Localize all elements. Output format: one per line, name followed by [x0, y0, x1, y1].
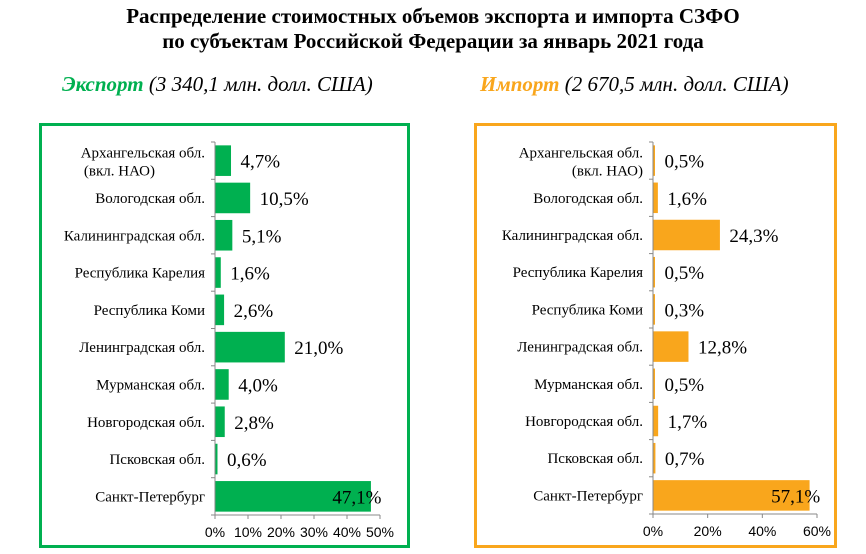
import-data-label: 1,6%: [667, 189, 707, 210]
export-data-label: 2,6%: [234, 301, 274, 322]
import-data-label: 0,3%: [665, 300, 705, 321]
export-data-label: 47,1%: [332, 487, 381, 508]
export-bar: [215, 182, 251, 214]
import-data-label: 1,7%: [668, 412, 708, 433]
import-bar: [653, 182, 658, 214]
export-bar: [215, 406, 225, 438]
export-bar: [215, 219, 233, 251]
export-category-label: Республика Коми: [94, 303, 205, 319]
import-category-label: Вологодская обл.: [533, 191, 643, 207]
export-x-tick-label: 30%: [300, 524, 328, 540]
export-category-label: Новгородская обл.: [87, 415, 205, 431]
export-x-tick-label: 40%: [333, 524, 361, 540]
import-category-label: Санкт-Петербург: [533, 488, 643, 504]
export-word: Экспорт: [62, 72, 144, 96]
export-total: (3 340,1 млн. долл. США): [143, 72, 373, 96]
import-bar: [653, 145, 655, 176]
export-data-label: 4,0%: [238, 375, 278, 396]
import-bar: [653, 294, 655, 325]
export-data-label: 1,6%: [230, 264, 270, 285]
import-bar: [653, 405, 659, 437]
export-panel: [39, 123, 410, 548]
import-category-label: Архангельская обл.: [519, 146, 643, 162]
import-data-label: 12,8%: [698, 338, 747, 359]
import-x-tick-label: 20%: [694, 523, 722, 539]
export-bar: [215, 443, 218, 475]
export-x-tick-label: 50%: [366, 524, 394, 540]
export-category-label: Вологодская обл.: [95, 191, 205, 207]
import-category-label-line2: (вкл. НАО): [572, 164, 643, 180]
export-bar: [215, 369, 229, 400]
import-category-label: Новгородская обл.: [525, 414, 643, 430]
import-category-label: Мурманская обл.: [534, 377, 643, 393]
import-bar: [653, 331, 689, 362]
import-bar: [653, 256, 655, 288]
export-category-label: Санкт-Петербург: [95, 489, 205, 505]
export-category-label: Калининградская обл.: [64, 228, 205, 244]
export-data-label: 5,1%: [242, 226, 282, 247]
export-category-label: Архангельская обл.: [81, 146, 205, 162]
import-data-label: 0,7%: [665, 449, 705, 470]
import-bar: [653, 480, 810, 511]
export-subtitle: Экспорт (3 340,1 млн. долл. США): [62, 72, 373, 97]
import-category-label: Республика Коми: [532, 302, 643, 318]
import-bar: [653, 442, 656, 474]
import-bar: [653, 368, 655, 400]
import-x-tick-label: 60%: [803, 523, 831, 539]
import-data-label: 0,5%: [665, 263, 705, 284]
export-data-label: 0,6%: [227, 450, 267, 471]
export-bar: [215, 257, 221, 288]
export-bar: [215, 294, 225, 326]
import-category-label: Калининградская обл.: [502, 228, 643, 244]
import-category-label: Республика Карелия: [513, 265, 644, 281]
export-data-label: 10,5%: [260, 189, 309, 210]
import-category-label: Ленинградская обл.: [517, 340, 643, 356]
chart-title-line1: Распределение стоимостных объемов экспор…: [126, 4, 740, 28]
export-data-label: 21,0%: [294, 338, 343, 359]
chart-title-line2: по субъектам Российской Федерации за янв…: [162, 29, 704, 53]
export-x-tick-label: 20%: [267, 524, 295, 540]
import-data-label: 57,1%: [771, 486, 820, 507]
export-x-tick-label: 10%: [234, 524, 262, 540]
import-data-label: 0,5%: [665, 152, 705, 173]
export-x-tick-label: 0%: [205, 524, 225, 540]
export-data-label: 2,8%: [234, 413, 274, 434]
export-category-label: Мурманская обл.: [96, 377, 205, 393]
export-data-label: 4,7%: [241, 152, 281, 173]
import-data-label: 0,5%: [665, 375, 705, 396]
export-bar: [215, 481, 371, 512]
export-category-label-line2: (вкл. НАО): [84, 164, 155, 180]
import-category-label: Псковская обл.: [547, 451, 643, 467]
import-word: Импорт: [480, 72, 560, 96]
export-bar: [215, 331, 285, 363]
import-x-tick-label: 40%: [748, 523, 776, 539]
import-bar: [653, 219, 720, 251]
import-data-label: 24,3%: [729, 226, 778, 247]
import-subtitle: Импорт (2 670,5 млн. долл. США): [480, 72, 789, 97]
import-panel: [474, 123, 837, 548]
export-category-label: Псковская обл.: [109, 452, 205, 468]
export-category-label: Ленинградская обл.: [79, 340, 205, 356]
import-total: (2 670,5 млн. долл. США): [559, 72, 789, 96]
export-bar: [215, 145, 232, 176]
export-category-label: Республика Карелия: [75, 266, 206, 282]
import-x-tick-label: 0%: [643, 523, 663, 539]
